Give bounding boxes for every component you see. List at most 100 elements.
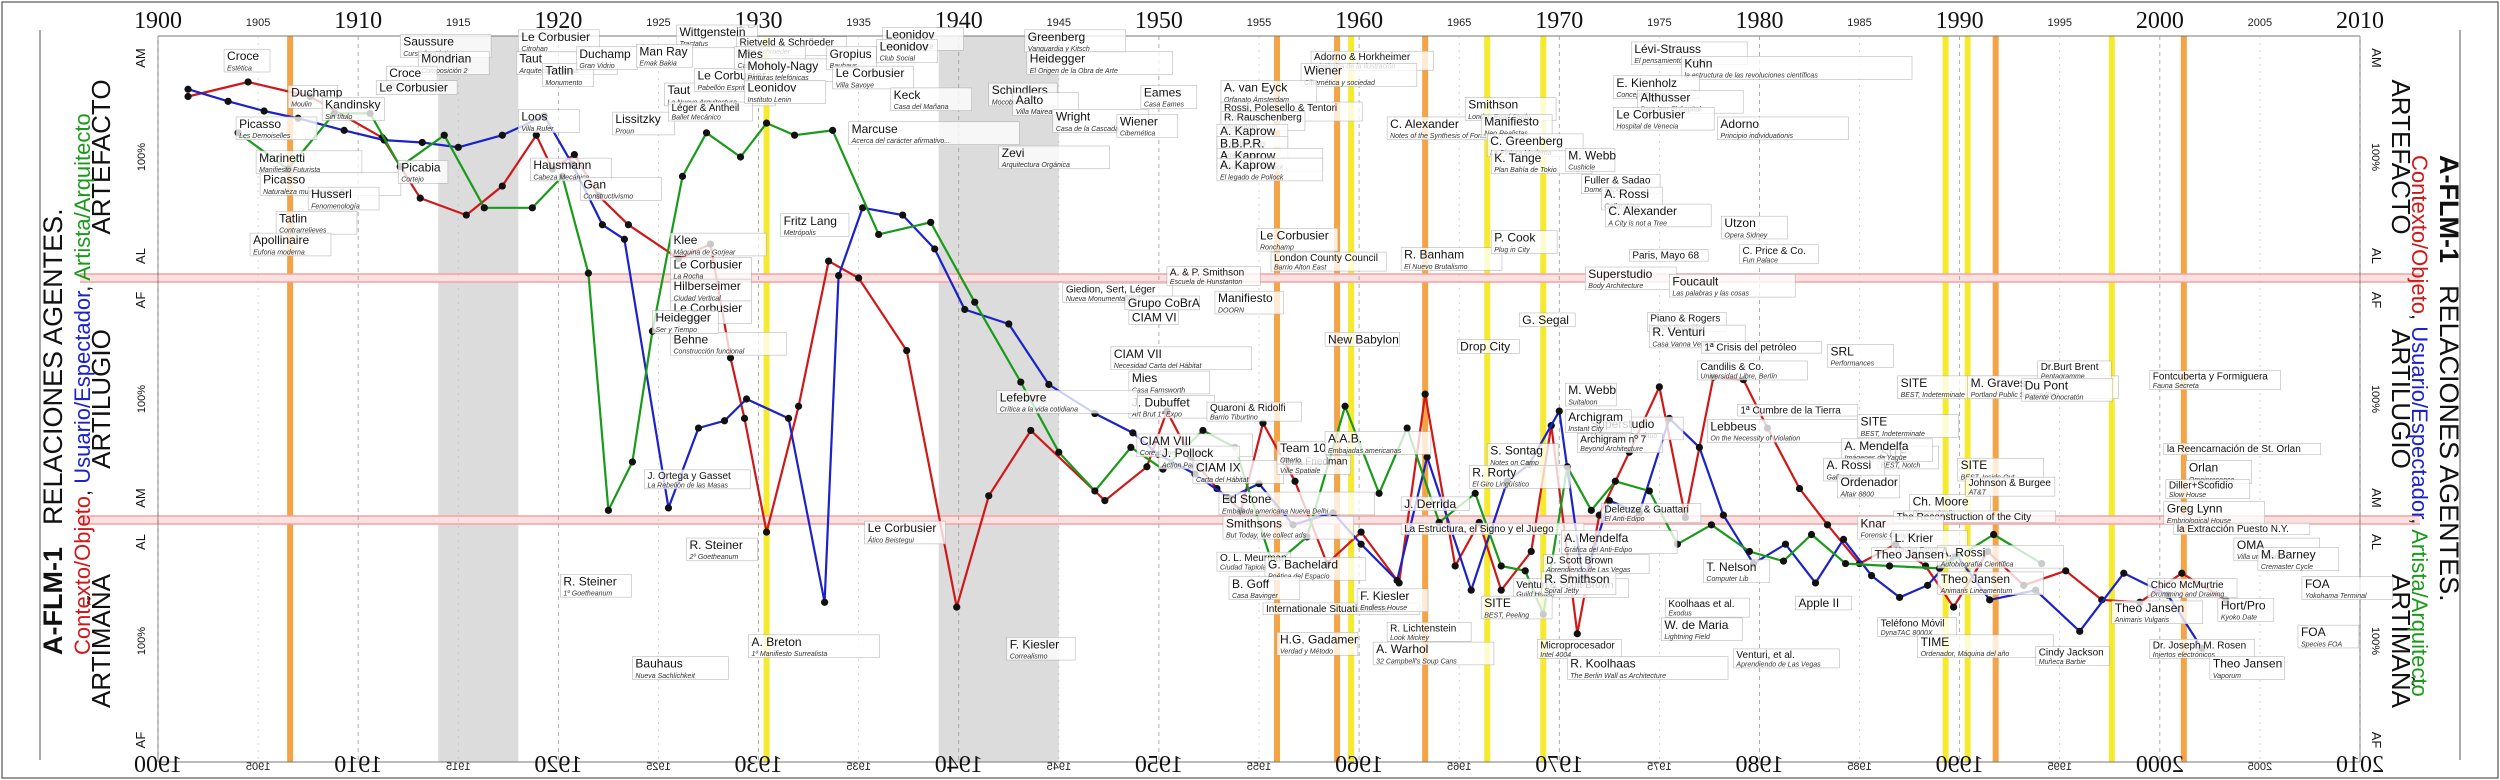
event-title: Ordenador — [1841, 475, 1898, 489]
event-subtitle: Barrio Alton East — [1274, 265, 1327, 272]
series-point — [416, 194, 424, 202]
event-title: Zevi — [1002, 146, 1025, 160]
event-label-box — [832, 65, 914, 90]
year-minor-label-bottom: 1915 — [446, 761, 470, 773]
event-title: J. Dubuffet — [1132, 395, 1190, 409]
event-title: A. Kaprow — [1220, 158, 1276, 172]
event-subtitle: AT&T — [1968, 490, 1987, 497]
series-point — [1497, 586, 1505, 594]
event-label-box — [223, 48, 271, 73]
event-label: P. Cook Plug in City — [1490, 230, 1558, 254]
series-point — [1885, 562, 1894, 570]
event-label: C. Price & Co.Fun Palace — [1739, 244, 1819, 264]
event-label: M. Barney Cremaster Cycle — [2257, 547, 2340, 571]
series-point — [2178, 569, 2186, 577]
event-title: Ch. Moore — [1913, 494, 1969, 508]
event-title: B. Goff — [1232, 577, 1270, 591]
event-title: Grupo CoBrA — [1128, 296, 1200, 310]
event-subtitle: Embajada americana Nueva Delhi — [1222, 508, 1329, 515]
event-label-box — [1356, 588, 1429, 612]
event-title: Wiener — [1120, 115, 1158, 129]
series-point — [184, 85, 192, 93]
event-label: Gan Constructivismo — [580, 177, 662, 201]
series-point — [1555, 407, 1563, 415]
event-label-box — [1605, 203, 1712, 228]
event-label-box — [1877, 617, 1957, 637]
event-title: Foucault — [1672, 274, 1719, 288]
event-label: Le Corbusier Hospital de Venecia — [1613, 107, 1715, 131]
event-title: A. Kaprow — [1220, 124, 1276, 138]
event-label-box — [876, 39, 938, 63]
event-title: Heidegger — [655, 311, 710, 325]
event-title: Lefebvre — [1000, 390, 1047, 404]
event-label: Grupo CoBrA — [1124, 295, 1200, 311]
event-label: Lefebvre Crítica a la vida cotidiana — [996, 390, 1138, 414]
event-label-box — [1400, 247, 1503, 271]
event-subtitle: Construcción funcional — [673, 349, 744, 356]
event-subtitle: Mocoboo — [992, 99, 1021, 106]
year-label-bottom: 1910 — [334, 752, 382, 778]
event-label: Le Corbusier Villa Savoye — [832, 65, 914, 90]
event-title: M. Webb — [1568, 383, 1616, 397]
event-title: R. Lichtenstein — [1390, 623, 1456, 634]
event-label: C. Alexander A City is not a Tree — [1605, 203, 1712, 228]
event-title: Le Corbusier — [1616, 107, 1685, 121]
band-label-left: ARTEFACTO — [86, 79, 116, 234]
event-label: La Estructura, el Signo y el Juego — [1400, 522, 1585, 535]
series-point — [1403, 424, 1411, 432]
series-point — [1605, 497, 1613, 505]
event-subtitle: Cabeza Mecánica — [533, 174, 589, 181]
year-label-bottom: 2010 — [2336, 752, 2384, 778]
series-point — [1795, 484, 1804, 493]
event-subtitle: Notes of the Synthesis of Form — [1390, 133, 1486, 140]
event-label-box — [2035, 646, 2110, 666]
event-label-box — [1567, 656, 1729, 680]
event-title: SITE — [1861, 415, 1888, 429]
event-label-box — [1613, 107, 1715, 131]
event-label: Klee Máquina de Gorjear — [670, 232, 767, 256]
event-subtitle: El Origen de la Obra de Arte — [1030, 68, 1118, 75]
event-subtitle: Casa Vanna Venturi — [1652, 341, 1715, 348]
event-title: S. Sontag — [1490, 444, 1543, 458]
event-label: TIME Ordenador, Máquina del año — [1917, 634, 2054, 658]
band-mid-right: 100% — [2369, 385, 2381, 413]
series-point — [1423, 453, 1431, 461]
band-top-code-right: AL — [2369, 534, 2384, 550]
event-label-box — [518, 109, 580, 133]
event-label-box — [1665, 597, 1750, 618]
event-label-box — [1128, 370, 1211, 395]
event-subtitle: Composición 2 — [421, 68, 467, 75]
year-minor-label-bottom: 1975 — [1647, 761, 1671, 773]
event-title: W. de Maria — [1664, 618, 1728, 632]
year-label-top: 1980 — [1735, 8, 1783, 34]
event-title: SITE — [1901, 376, 1928, 390]
title-main: RELACIONES AGENTES. — [38, 208, 68, 525]
event-label: New Babylon — [1324, 332, 1400, 347]
year-label-bottom: 1900 — [134, 752, 182, 778]
event-label: Heidegger El Origen de la Obra de Arte — [1026, 51, 1173, 75]
year-minor-label-top: 1905 — [246, 17, 270, 29]
event-title: Venturi, et al. — [1736, 650, 1794, 661]
event-label-box — [1841, 438, 1933, 462]
event-label: Theo Jansen — [1871, 547, 1947, 562]
event-label: Le Corbusier Ronchamp — [1256, 228, 1339, 251]
event-title: Mies — [1132, 371, 1157, 385]
event-title: J. Ortega y Gasset — [647, 471, 731, 482]
event-title: Duchamp — [579, 47, 631, 61]
event-label-box — [1166, 266, 1261, 286]
event-subtitle: Gran Vidrio — [579, 63, 614, 70]
event-label-box — [375, 80, 458, 95]
event-title: A. Breton — [752, 635, 802, 649]
event-label-box — [580, 177, 662, 201]
series-point — [702, 129, 711, 137]
event-label: SRL Performances — [1827, 344, 1894, 368]
year-label-bottom: 1960 — [1335, 752, 1383, 778]
event-label: Theo Jansen Animaris Vulgaris — [2111, 600, 2203, 624]
series-point — [528, 204, 536, 212]
event-title: Mondrian — [421, 52, 471, 66]
event-subtitle: Embajadas americanas — [1328, 448, 1402, 455]
event-subtitle: Las palabras y las cosas — [1672, 290, 1749, 297]
event-title: Fontcuberta y Formiguera — [2153, 372, 2268, 383]
event-title: Greg Lynn — [2167, 502, 2223, 516]
event-title: A. Rossi — [1941, 545, 1986, 559]
